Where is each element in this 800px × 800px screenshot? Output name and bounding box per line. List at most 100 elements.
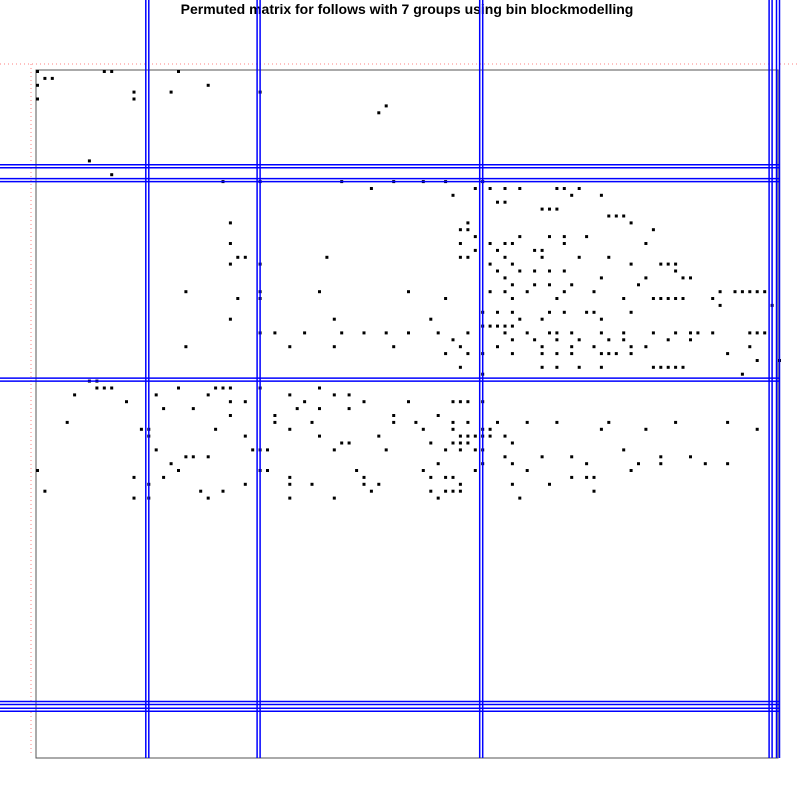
matrix-cell: [614, 352, 618, 356]
matrix-cell: [169, 462, 173, 466]
matrix-cell: [466, 228, 470, 232]
matrix-cell: [562, 269, 566, 273]
matrix-cell: [607, 352, 611, 356]
matrix-cell: [362, 482, 366, 486]
matrix-cell: [132, 496, 136, 500]
matrix-cells: [36, 70, 781, 500]
matrix-cell: [651, 365, 655, 369]
matrix-cell: [622, 214, 626, 218]
matrix-cell: [503, 255, 507, 259]
matrix-cell: [585, 475, 589, 479]
matrix-cell: [206, 83, 210, 87]
matrix-cell: [548, 283, 551, 287]
matrix-cell: [444, 297, 448, 300]
matrix-cell: [288, 496, 292, 500]
matrix-cell: [555, 352, 559, 356]
matrix-cell: [221, 386, 225, 390]
matrix-cell: [540, 317, 544, 321]
matrix-cell: [347, 393, 351, 397]
matrix-cell: [332, 448, 336, 452]
matrix-cell: [162, 407, 166, 411]
matrix-cell: [733, 290, 737, 294]
matrix-cell: [451, 489, 455, 493]
matrix-cell: [555, 338, 559, 342]
matrix-cell: [384, 448, 388, 452]
matrix-cell: [392, 420, 396, 424]
matrix-cell: [496, 310, 499, 314]
matrix-cell: [206, 455, 210, 459]
matrix-cell: [763, 290, 767, 294]
matrix-cell: [184, 345, 188, 349]
matrix-cell: [592, 345, 596, 349]
matrix-cell: [503, 331, 507, 335]
matrix-cell: [592, 310, 596, 314]
matrix-cell: [347, 441, 351, 445]
matrix-cell: [585, 310, 589, 314]
matrix-cell: [518, 496, 522, 500]
matrix-cell: [332, 496, 336, 500]
matrix-cell: [555, 331, 559, 335]
matrix-cell: [488, 427, 492, 431]
matrix-cell: [570, 352, 574, 356]
matrix-cell: [243, 400, 247, 404]
matrix-cell: [110, 386, 114, 390]
matrix-cell: [629, 345, 633, 349]
matrix-cell: [377, 111, 381, 115]
matrix-cell: [444, 489, 448, 493]
matrix-cell: [318, 386, 321, 390]
matrix-cell: [429, 475, 433, 479]
matrix-cell: [288, 393, 292, 397]
matrix-cell: [555, 420, 559, 424]
matrix-cell: [503, 242, 507, 245]
matrix-cell: [599, 365, 603, 369]
matrix-cell: [184, 455, 188, 459]
matrix-cell: [577, 187, 581, 190]
matrix-cell: [711, 331, 715, 335]
matrix-cell: [548, 331, 551, 335]
matrix-cell: [659, 455, 663, 459]
matrix-cell: [466, 434, 470, 438]
matrix-cell: [273, 331, 277, 335]
matrix-cell: [577, 338, 581, 342]
matrix-cell: [310, 482, 314, 486]
matrix-cell: [369, 489, 373, 493]
matrix-cell: [562, 235, 566, 239]
matrix-cell: [689, 338, 692, 342]
matrix-cell: [666, 365, 670, 369]
matrix-cell: [540, 255, 544, 259]
matrix-cell: [533, 283, 537, 287]
matrix-cell: [310, 420, 314, 424]
matrix-cell: [629, 310, 633, 314]
matrix-cell: [525, 331, 529, 335]
matrix-cell: [318, 434, 321, 438]
matrix-cell: [318, 407, 321, 411]
matrix-cell: [496, 420, 499, 424]
matrix-cell: [518, 269, 522, 273]
matrix-cell: [191, 455, 195, 459]
matrix-cell: [755, 290, 759, 294]
matrix-cell: [740, 290, 744, 294]
matrix-cell: [674, 365, 678, 369]
matrix-cell: [666, 297, 670, 300]
matrix-cell: [548, 207, 551, 211]
matrix-cell: [510, 242, 514, 245]
matrix-cell: [444, 448, 448, 452]
matrix-cell: [533, 338, 537, 342]
matrix-cell: [689, 331, 692, 335]
matrix-cell: [674, 262, 678, 266]
matrix-cell: [214, 386, 218, 390]
matrix-cell: [384, 331, 388, 335]
matrix-cell: [473, 469, 477, 472]
matrix-cell: [332, 345, 336, 349]
matrix-cell: [355, 469, 359, 472]
matrix-frame: [35, 69, 779, 759]
matrix-cell: [169, 90, 173, 94]
matrix-cell: [503, 455, 507, 459]
matrix-cell: [488, 290, 492, 294]
matrix-cell: [429, 317, 433, 321]
matrix-cell: [577, 365, 581, 369]
matrix-cell: [503, 276, 507, 280]
matrix-cell: [347, 407, 351, 411]
matrix-cell: [444, 352, 448, 356]
matrix-cell: [629, 262, 633, 266]
